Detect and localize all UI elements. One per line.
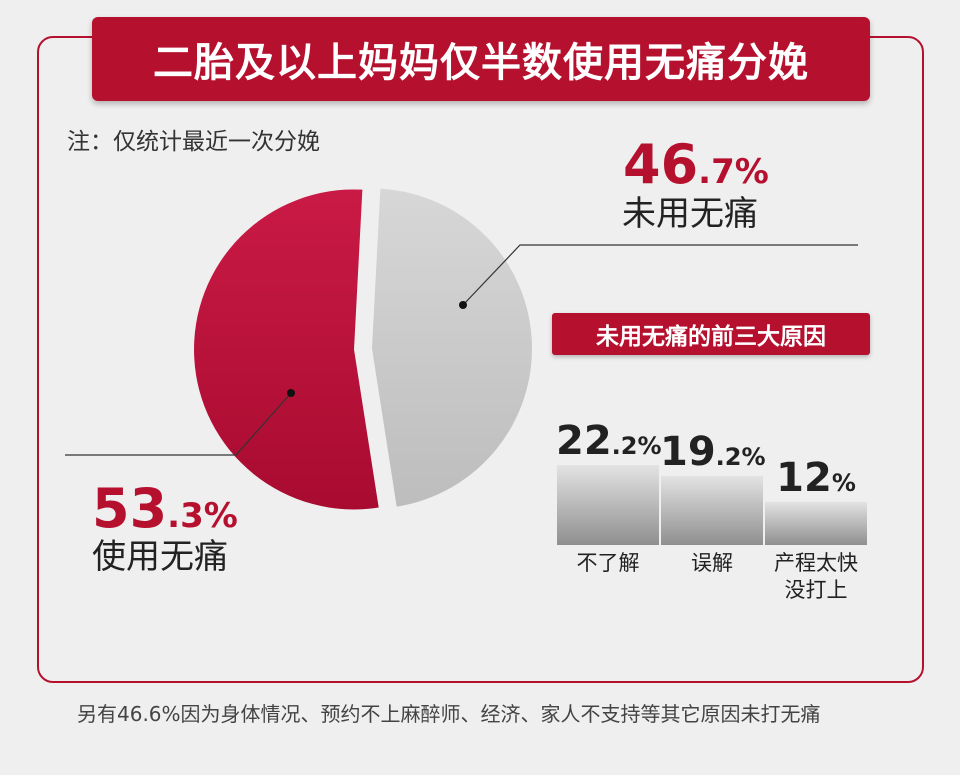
note-text: 注：仅统计最近一次分娩 <box>67 129 320 155</box>
leader-used-line <box>65 392 292 456</box>
used-percent-dec: .3% <box>167 496 238 536</box>
page-title: 二胎及以上妈妈仅半数使用无痛分娩 <box>153 40 809 86</box>
pie-slice-used <box>194 189 379 510</box>
leader-not-used-line <box>462 244 858 306</box>
pie-slice-not-used <box>371 188 532 507</box>
bar-value-int: 12 <box>776 454 832 501</box>
used-percent-int: 53 <box>92 477 168 540</box>
title-banner: 二胎及以上妈妈仅半数使用无痛分娩 <box>92 17 870 101</box>
bar-value-dec: % <box>831 468 856 497</box>
bar-value-int: 22 <box>556 418 612 465</box>
not-used-percent: 46.7% <box>623 138 769 192</box>
bar-category-label: 产程太快 没打上 <box>774 551 858 602</box>
bar-2 <box>765 501 867 545</box>
bar-1 <box>661 475 763 545</box>
not-used-label: 未用无痛 <box>622 194 758 234</box>
leader-used-dot <box>287 389 295 397</box>
bar-value-dec: .2% <box>715 442 766 471</box>
bar-category-label: 误解 <box>691 551 733 575</box>
bar-value-label: 22.2% <box>556 418 662 465</box>
reasons-banner: 未用无痛的前三大原因 <box>552 313 870 355</box>
bar-value-dec: .2% <box>611 432 662 461</box>
reasons-title: 未用无痛的前三大原因 <box>596 324 826 350</box>
leader-not-used-dot <box>459 301 467 309</box>
bar-category-label: 不了解 <box>576 551 640 575</box>
bar-value-label: 12% <box>764 458 868 498</box>
used-percent: 53.3% <box>92 482 238 536</box>
bar-0 <box>557 465 659 545</box>
not-used-percent-dec: .7% <box>698 152 769 192</box>
not-used-percent-int: 46 <box>623 133 699 196</box>
footnote: 另有46.6%因为身体情况、预约不上麻醉师、经济、家人不支持等其它原因未打无痛 <box>77 702 821 726</box>
bar-value-int: 19 <box>660 428 716 475</box>
used-label: 使用无痛 <box>92 537 228 577</box>
bar-value-label: 19.2% <box>660 428 766 475</box>
